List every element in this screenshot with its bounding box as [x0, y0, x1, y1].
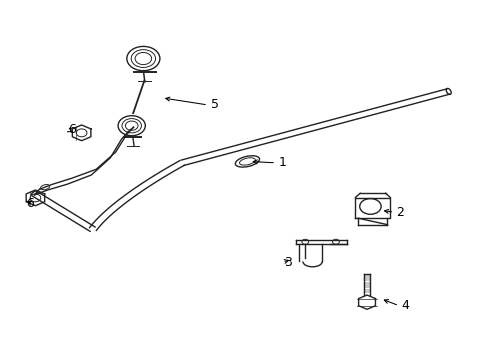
Text: 5: 5: [211, 99, 219, 112]
Text: 2: 2: [395, 206, 403, 219]
Ellipse shape: [41, 185, 50, 190]
Circle shape: [332, 239, 339, 244]
Ellipse shape: [31, 191, 38, 196]
Circle shape: [30, 194, 41, 202]
Text: 3: 3: [284, 256, 292, 269]
Circle shape: [118, 116, 145, 136]
Ellipse shape: [446, 89, 450, 94]
Circle shape: [76, 129, 87, 137]
Text: 6: 6: [26, 197, 35, 210]
Text: 1: 1: [278, 156, 286, 169]
Text: 4: 4: [400, 299, 408, 312]
Circle shape: [359, 199, 380, 214]
Circle shape: [126, 46, 160, 71]
Text: 6: 6: [68, 123, 76, 136]
Circle shape: [301, 239, 308, 244]
Ellipse shape: [235, 156, 259, 167]
